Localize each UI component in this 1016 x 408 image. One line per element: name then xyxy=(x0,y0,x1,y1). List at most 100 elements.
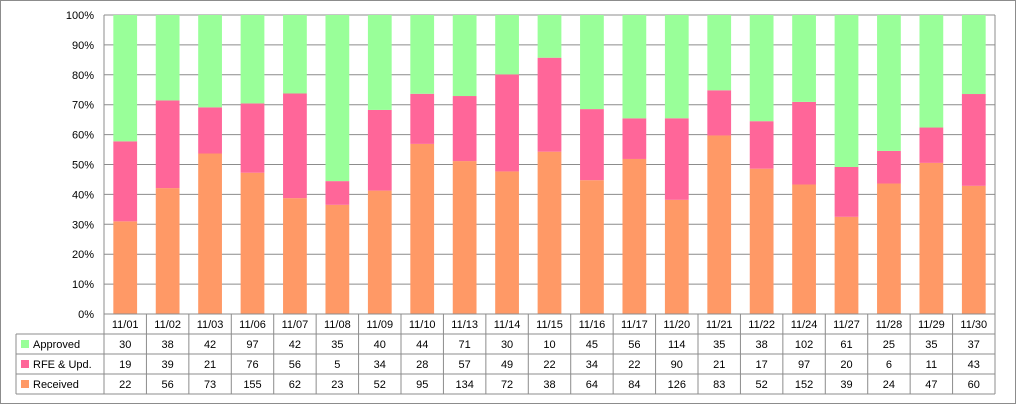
data-table-cell: 44 xyxy=(416,339,428,351)
data-table-cell: 40 xyxy=(374,339,386,351)
y-tick-label: 90% xyxy=(72,40,94,52)
bar-segment-rfe-upd xyxy=(580,109,604,181)
data-table-cell: 38 xyxy=(756,339,768,351)
data-table-cell: 72 xyxy=(501,379,513,391)
legend-label: Received xyxy=(33,379,79,391)
bar-segment-received xyxy=(452,161,477,314)
bar-segment-approved xyxy=(240,15,265,104)
bar-segment-rfe-upd xyxy=(240,103,265,173)
bar-segment-rfe-upd xyxy=(452,96,477,162)
data-table-cell: 57 xyxy=(459,359,471,371)
y-tick-label: 80% xyxy=(72,70,94,82)
data-table-cell: 49 xyxy=(501,359,513,371)
data-table-cell: 6 xyxy=(886,359,892,371)
bar-segment-rfe-upd xyxy=(919,127,944,163)
data-table-cell: 38 xyxy=(162,339,174,351)
bar-segment-received xyxy=(240,172,265,314)
data-table-cell: 126 xyxy=(668,379,686,391)
bar-segment-rfe-upd xyxy=(155,100,180,189)
x-category-label: 11/27 xyxy=(833,319,860,331)
bar-segment-approved xyxy=(155,15,180,101)
bar-segment-approved xyxy=(834,15,859,167)
bar-segment-received xyxy=(961,185,986,314)
data-table-cell: 5 xyxy=(334,359,340,371)
data-table-cell: 10 xyxy=(543,339,555,351)
data-table-cell: 114 xyxy=(668,339,686,351)
bar-segment-rfe-upd xyxy=(664,118,689,200)
x-category-label: 11/08 xyxy=(324,319,351,331)
bar-segment-approved xyxy=(113,15,138,142)
x-category-label: 11/14 xyxy=(494,319,521,331)
data-table-cell: 83 xyxy=(713,379,725,391)
x-category-label: 11/09 xyxy=(366,319,393,331)
data-table-cell: 102 xyxy=(795,339,813,351)
x-category-label: 11/30 xyxy=(960,319,987,331)
bar-segment-rfe-upd xyxy=(325,181,350,205)
bar-segment-received xyxy=(410,143,435,314)
legend-swatch xyxy=(21,360,29,368)
data-table-cell: 22 xyxy=(543,359,555,371)
bar-segment-received xyxy=(664,199,689,314)
data-table-cell: 35 xyxy=(925,339,937,351)
bar-segment-approved xyxy=(325,15,350,182)
bar-segment-received xyxy=(495,171,519,314)
bar-segment-received xyxy=(622,158,647,314)
legend-label: Approved xyxy=(33,339,80,351)
x-category-label: 11/01 xyxy=(112,319,139,331)
bar-segment-approved xyxy=(792,15,816,102)
data-table-cell: 155 xyxy=(243,379,261,391)
data-table-cell: 76 xyxy=(246,359,258,371)
data-table-cell: 84 xyxy=(628,379,640,391)
bar-segment-rfe-upd xyxy=(495,74,519,172)
data-table-cell: 134 xyxy=(455,379,473,391)
data-table-cell: 152 xyxy=(795,379,813,391)
x-category-label: 11/07 xyxy=(282,319,309,331)
bar-segment-rfe-upd xyxy=(283,93,307,199)
x-category-label: 11/06 xyxy=(239,319,266,331)
data-table-cell: 56 xyxy=(289,359,301,371)
y-tick-label: 50% xyxy=(72,160,94,172)
bar-segment-approved xyxy=(919,15,944,128)
data-table-cell: 22 xyxy=(119,379,131,391)
bar-segment-received xyxy=(834,216,859,314)
data-table-cell: 25 xyxy=(883,339,895,351)
bar-segment-received xyxy=(537,151,562,314)
bar-segment-received xyxy=(919,162,944,314)
bar-segment-approved xyxy=(877,15,901,151)
data-table-cell: 30 xyxy=(119,339,131,351)
bar-segment-received xyxy=(749,168,774,314)
data-table-cell: 62 xyxy=(289,379,301,391)
y-tick-label: 0% xyxy=(78,309,94,321)
x-category-label: 11/13 xyxy=(451,319,478,331)
data-table-cell: 30 xyxy=(501,339,513,351)
bar-segment-approved xyxy=(495,15,519,75)
bar-segment-rfe-upd xyxy=(537,57,562,152)
y-tick-label: 60% xyxy=(72,130,94,142)
bar-segment-rfe-upd xyxy=(961,94,986,186)
x-category-label: 11/02 xyxy=(154,319,181,331)
data-table-cell: 47 xyxy=(925,379,937,391)
x-category-label: 11/03 xyxy=(197,319,224,331)
bar-segment-rfe-upd xyxy=(792,101,816,185)
y-tick-label: 70% xyxy=(72,100,94,112)
legend-swatch xyxy=(21,380,29,388)
data-table-cell: 64 xyxy=(586,379,598,391)
x-category-label: 11/22 xyxy=(748,319,775,331)
y-tick-label: 30% xyxy=(72,219,94,231)
data-table-cell: 28 xyxy=(416,359,428,371)
bar-segment-rfe-upd xyxy=(367,109,392,191)
data-table-cell: 11 xyxy=(926,359,937,371)
bar-segment-rfe-upd xyxy=(410,93,435,144)
bar-segment-approved xyxy=(707,15,732,91)
data-table-cell: 43 xyxy=(968,359,980,371)
data-table-cell: 52 xyxy=(374,379,386,391)
y-tick-label: 100% xyxy=(66,10,94,22)
y-tick-label: 10% xyxy=(72,279,94,291)
legend-swatch xyxy=(21,340,29,348)
bar-segment-received xyxy=(113,221,138,314)
legend-label: RFE & Upd. xyxy=(33,359,92,371)
data-table-cell: 19 xyxy=(119,359,131,371)
bar-segment-received xyxy=(580,180,604,314)
data-table-cell: 56 xyxy=(628,339,640,351)
